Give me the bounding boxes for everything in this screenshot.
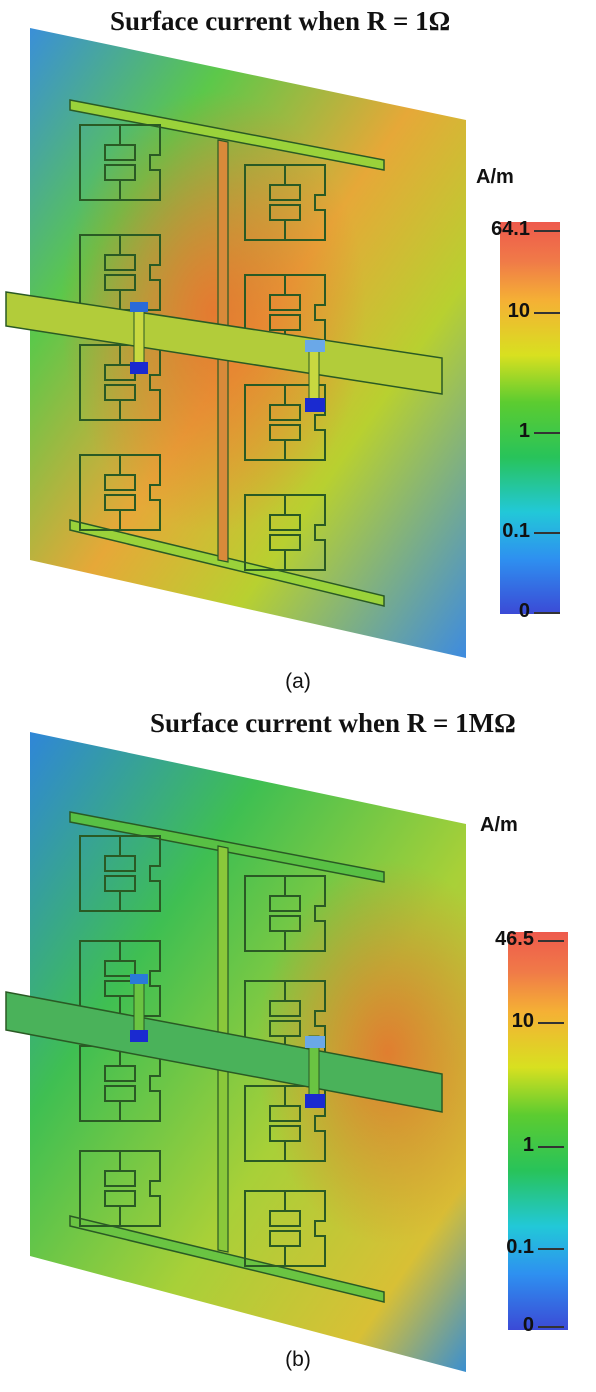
tick-label: 1 xyxy=(518,420,530,442)
panel-caption: (a) xyxy=(285,670,311,693)
resistor xyxy=(130,362,148,374)
tick-mark xyxy=(534,230,560,232)
panel-a: Surface current when R = 1Ω xyxy=(5,6,560,693)
unit-label: A/m xyxy=(476,166,514,188)
tick-label: 0.1 xyxy=(506,1236,534,1258)
resistor xyxy=(130,1030,148,1042)
resistor xyxy=(130,302,148,312)
tick-mark xyxy=(538,940,564,942)
top-strip xyxy=(69,811,385,883)
resistor xyxy=(305,398,325,412)
tick-mark xyxy=(534,612,560,614)
resistor xyxy=(305,340,325,352)
tick-label: 10 xyxy=(507,300,530,322)
feed-line xyxy=(5,991,443,1113)
color-scale-bar xyxy=(508,932,568,1330)
tick-label: 10 xyxy=(511,1010,534,1032)
tick-label: 0.1 xyxy=(502,520,530,542)
fractal-patches xyxy=(79,124,326,571)
tick-label: 64.1 xyxy=(491,218,530,240)
panel-title: Surface current when R = 1MΩ xyxy=(150,708,516,738)
resistor xyxy=(130,974,148,984)
panel-b: Surface current when R = 1MΩ xyxy=(0,696,596,1392)
resistor xyxy=(305,1036,325,1048)
top-strip xyxy=(69,99,385,171)
tick-mark xyxy=(538,1022,564,1024)
tick-mark xyxy=(534,432,560,434)
surface-current-simulation-a xyxy=(5,28,466,658)
tick-label: 0 xyxy=(522,1314,534,1336)
tick-mark xyxy=(538,1146,564,1148)
tick-mark xyxy=(538,1248,564,1250)
color-scale-bar xyxy=(500,222,560,614)
fractal-patches xyxy=(79,835,326,1267)
panel-caption: (b) xyxy=(285,1348,311,1371)
tick-mark xyxy=(538,1326,564,1328)
tick-label: 1 xyxy=(522,1134,534,1156)
tick-mark xyxy=(534,532,560,534)
tick-label: 46.5 xyxy=(495,928,534,950)
tick-mark xyxy=(534,312,560,314)
panel-title: Surface current when R = 1Ω xyxy=(110,6,451,36)
unit-label: A/m xyxy=(480,814,518,836)
tick-label: 0 xyxy=(518,600,530,622)
surface-current-simulation-b xyxy=(5,732,466,1372)
resistor xyxy=(305,1094,325,1108)
feed-line xyxy=(5,291,443,395)
